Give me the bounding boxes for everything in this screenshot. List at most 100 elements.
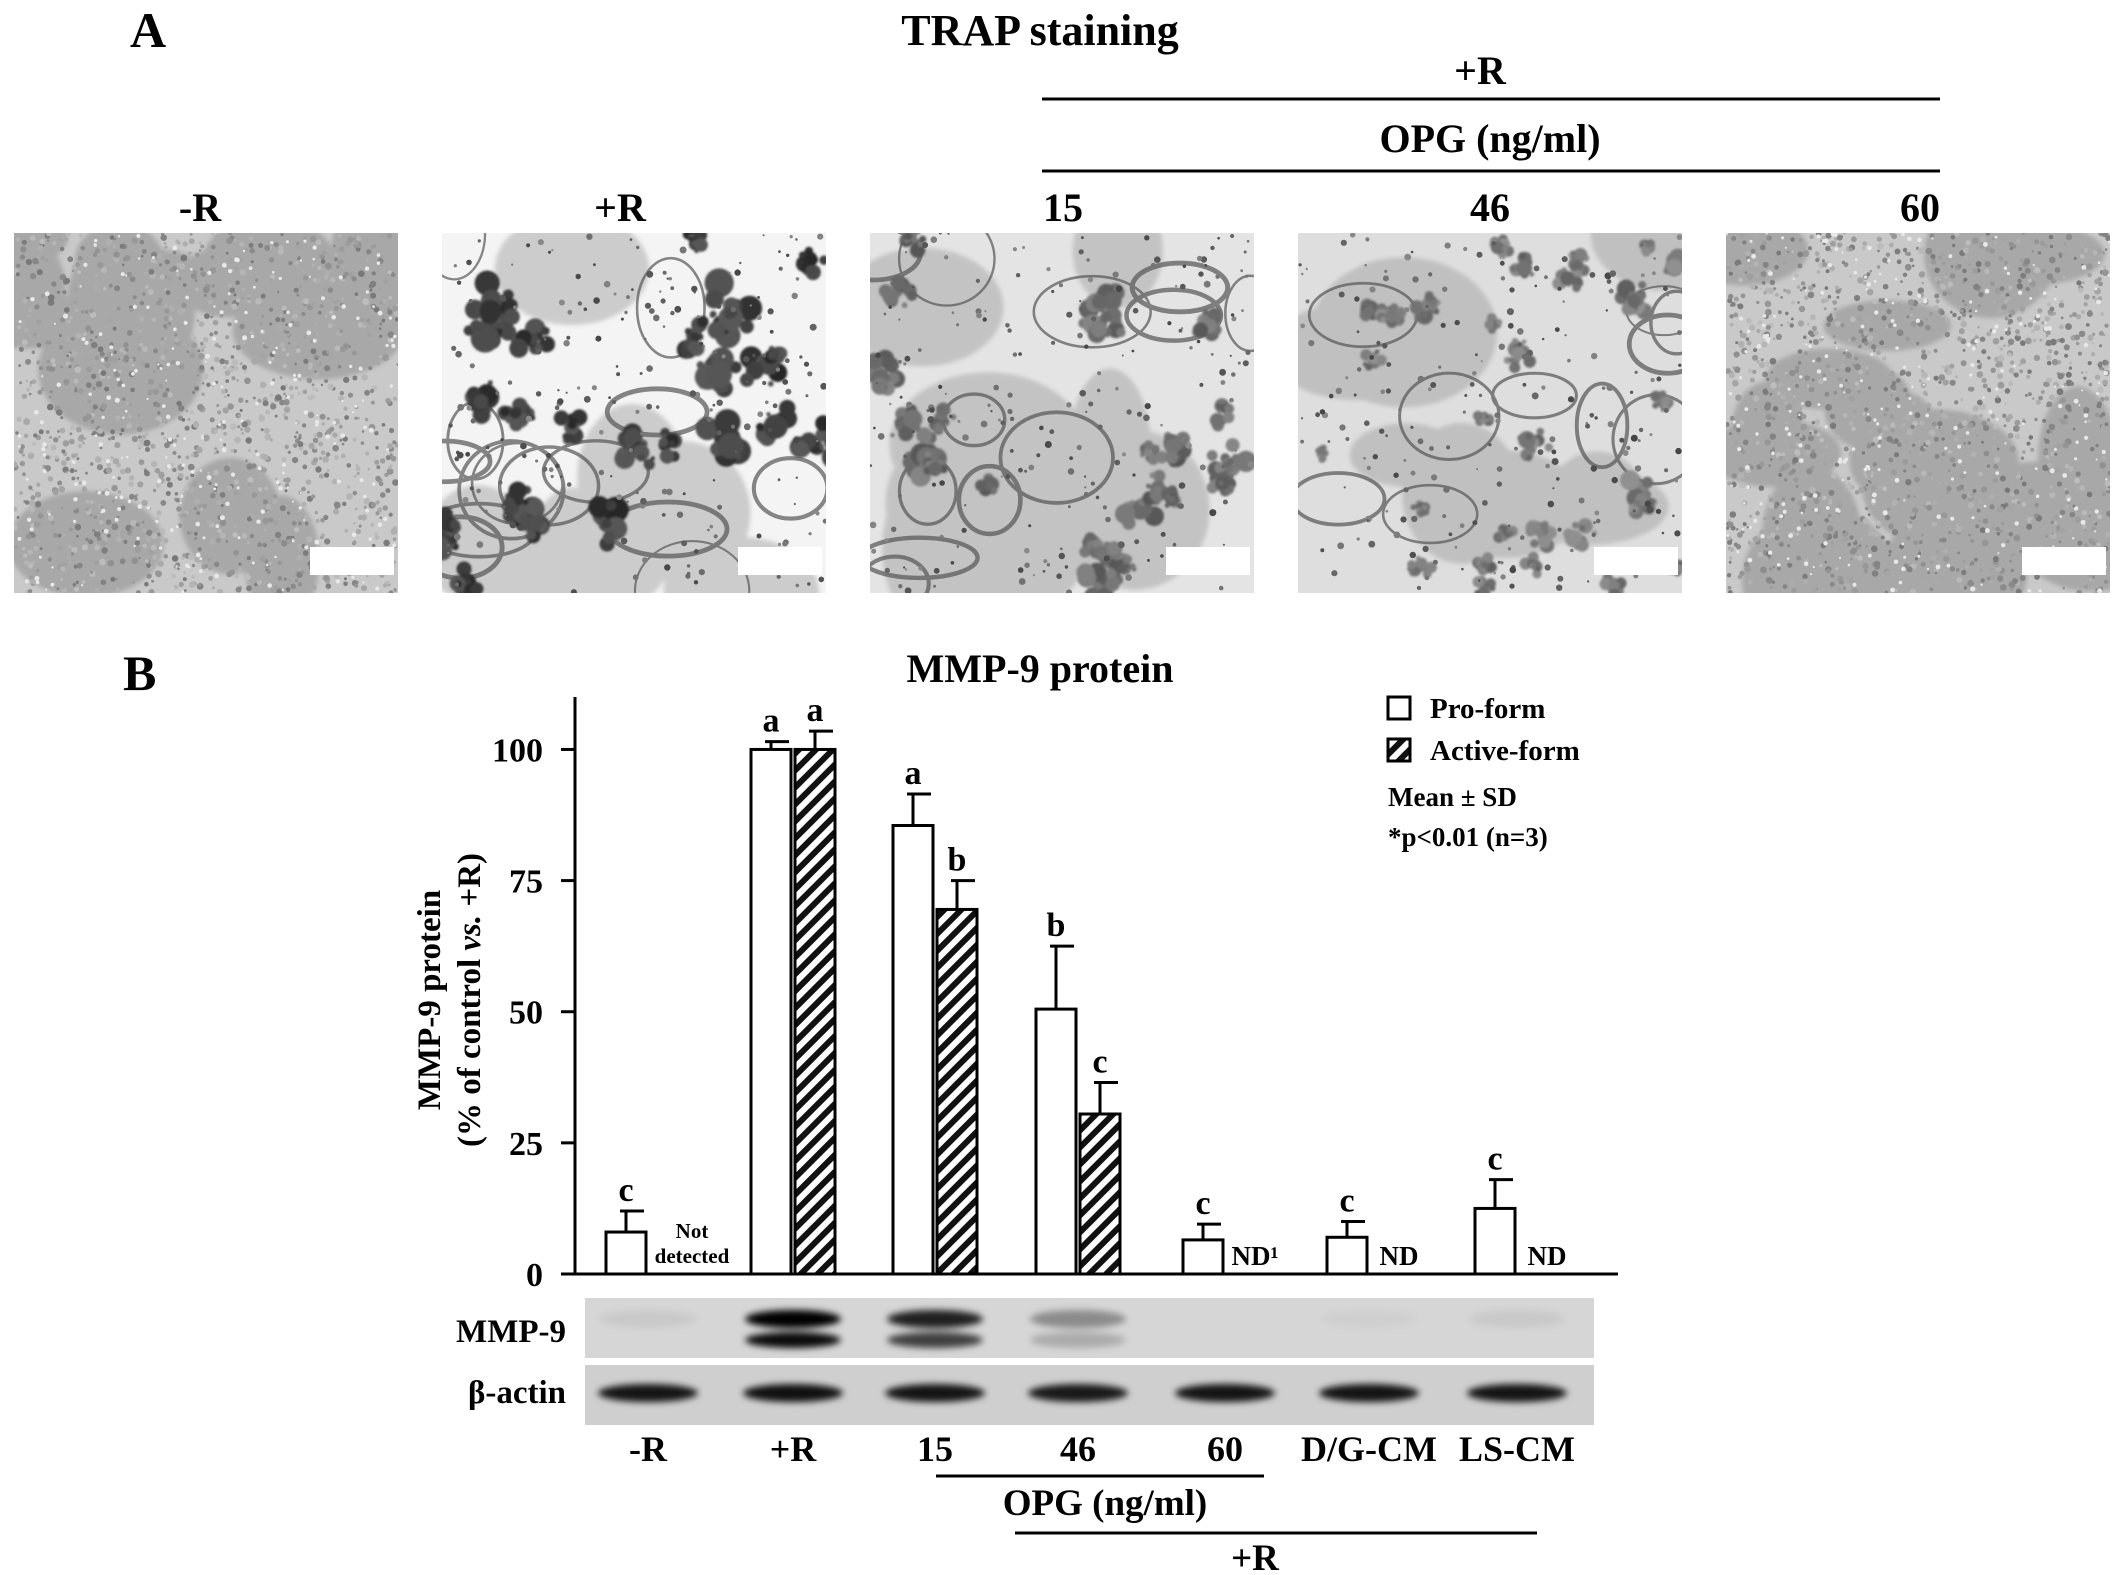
bar-pro-form — [1181, 1238, 1225, 1276]
x-category-label: LS-CM — [1459, 1429, 1575, 1469]
micrograph-texture — [1298, 233, 1682, 593]
blot-label-mmp9: MMP-9 — [456, 1314, 566, 1350]
image-label-opg-46: 46 — [1470, 185, 1510, 230]
y-axis-label-line2: (% of control vs. +R) — [452, 853, 488, 1147]
nd-label: ND — [1528, 1241, 1567, 1271]
panel-b-title: MMP-9 protein — [907, 646, 1174, 691]
band-mmp9-active — [1030, 1332, 1126, 1348]
band-actin — [885, 1384, 985, 1402]
legend-swatch-active — [1386, 737, 1412, 763]
panel-a-title: TRAP staining — [901, 6, 1179, 55]
bar-pro-form-significance-letter: c — [1195, 1185, 1210, 1222]
legend: Pro-form Active-form Mean ± SD *p<0.01 (… — [1386, 693, 1580, 852]
legend-stat-p: *p<0.01 (n=3) — [1388, 822, 1548, 852]
x-category-label: 60 — [1207, 1429, 1243, 1469]
y-tick-label: 25 — [509, 1126, 543, 1163]
bar-active-form — [793, 747, 837, 1276]
x-category-label: 46 — [1060, 1429, 1096, 1469]
band-actin — [598, 1384, 698, 1402]
band-actin — [1028, 1384, 1128, 1402]
bar-pro-form — [1473, 1206, 1517, 1276]
legend-swatch-pro — [1386, 695, 1412, 721]
legend-label-pro: Pro-form — [1430, 693, 1545, 725]
band-actin — [1175, 1384, 1275, 1402]
band-mmp9-active — [745, 1332, 841, 1348]
y-axis-label-line1: MMP-9 protein — [412, 890, 448, 1110]
bar-pro-form-significance-letter: a — [763, 703, 780, 740]
micrograph-1 — [14, 233, 398, 593]
band-actin — [1467, 1384, 1567, 1402]
nd-label: ND¹ — [1231, 1241, 1278, 1271]
image-label-minus-r: -R — [179, 185, 222, 230]
band-mmp9-pro — [1030, 1310, 1126, 1328]
bottom-opg-label: OPG (ng/ml) — [1003, 1483, 1208, 1524]
panel-b: B MMP-9 protein MMP-9 protein (% of cont… — [123, 645, 1618, 1575]
bar-active-form-significance-letter: a — [807, 692, 824, 729]
micrograph-2 — [442, 233, 826, 593]
panel-a-group-label: +R — [1454, 48, 1507, 93]
bar-pro-form-significance-letter: b — [1047, 907, 1066, 944]
micrograph-5 — [1726, 233, 2110, 593]
bar-pro-form — [1034, 1007, 1078, 1276]
blot-label-actin: β-actin — [468, 1375, 566, 1411]
band-mmp9-pro — [745, 1310, 841, 1328]
band-mmp9-pro — [600, 1310, 696, 1328]
micrograph-texture — [1726, 233, 2110, 593]
y-axis-label: MMP-9 protein (% of control vs. +R) — [412, 853, 488, 1147]
panel-a: A TRAP staining +R OPG (ng/ml) -R +R 15 … — [14, 2, 2110, 593]
bar-active-form-significance-letter: c — [1092, 1044, 1107, 1081]
scale-bar — [310, 547, 394, 575]
image-label-plus-r: +R — [594, 185, 647, 230]
x-category-label: -R — [629, 1429, 668, 1469]
bar-pro-form-significance-letter: c — [1339, 1183, 1354, 1220]
bar-active-form-significance-letter: b — [948, 842, 967, 879]
y-tick-label: 0 — [526, 1257, 543, 1294]
micrograph-row — [14, 233, 2110, 593]
scale-bar — [2022, 547, 2106, 575]
micrograph-texture — [14, 233, 398, 593]
image-label-opg-15: 15 — [1043, 185, 1083, 230]
x-category-label: 15 — [917, 1429, 953, 1469]
image-label-opg-60: 60 — [1900, 185, 1940, 230]
bar-pro-form — [1325, 1235, 1369, 1276]
bar-pro-form-significance-letter: c — [618, 1172, 633, 1209]
y-tick-label: 75 — [509, 864, 543, 901]
panel-b-letter: B — [123, 645, 156, 701]
scale-bar — [1166, 547, 1250, 575]
panel-a-opg-label: OPG (ng/ml) — [1379, 116, 1600, 161]
band-mmp9-pro — [1469, 1310, 1565, 1328]
western-blot — [585, 1298, 1594, 1425]
bar-pro-form — [749, 747, 793, 1276]
x-category-label: D/G-CM — [1301, 1429, 1437, 1469]
bar-active-form — [1078, 1112, 1122, 1276]
y-tick-label: 50 — [509, 995, 543, 1032]
micrograph-texture — [442, 233, 826, 593]
micrograph-texture — [870, 233, 1254, 593]
x-category-label: +R — [770, 1429, 818, 1469]
blot-strip-mmp9 — [585, 1298, 1594, 1358]
bar-active-form — [935, 907, 979, 1276]
not-detected-label-line2: detected — [655, 1244, 730, 1268]
legend-stat-mean: Mean ± SD — [1388, 782, 1517, 812]
not-detected-label-line1: Not — [676, 1219, 709, 1243]
scale-bar — [738, 547, 822, 575]
band-actin — [1319, 1384, 1419, 1402]
micrograph-4 — [1298, 233, 1682, 593]
scale-bar — [1594, 547, 1678, 575]
bar-pro-form-significance-letter: c — [1487, 1141, 1502, 1178]
panel-a-letter: A — [130, 2, 166, 58]
band-actin — [743, 1384, 843, 1402]
band-mmp9-pro — [887, 1310, 983, 1328]
y-tick-label: 100 — [492, 732, 543, 769]
x-axis-labels: -R +R 15 46 60 D/G-CM LS-CM — [629, 1429, 1575, 1469]
band-mmp9-active — [887, 1332, 983, 1348]
legend-label-active: Active-form — [1430, 735, 1580, 767]
band-mmp9-pro — [1321, 1310, 1417, 1328]
nd-label: ND — [1380, 1241, 1419, 1271]
bar-pro-form — [604, 1230, 648, 1276]
bar-pro-form — [891, 824, 935, 1276]
bar-pro-form-significance-letter: a — [905, 755, 922, 792]
bottom-group-label: +R — [1231, 1538, 1280, 1575]
